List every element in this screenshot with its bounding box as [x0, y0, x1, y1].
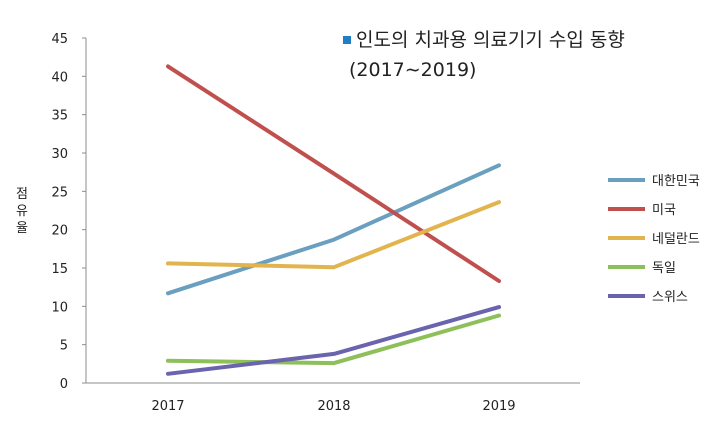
legend-label: 독일 [652, 261, 676, 276]
y-tick-label: 40 [51, 70, 68, 85]
series-lines [166, 64, 501, 376]
x-tick-label: 2019 [482, 399, 515, 414]
series-line [166, 313, 501, 366]
y-tick-label: 20 [51, 224, 68, 239]
y-axis-label: 점유율 [16, 187, 28, 236]
y-tick-label: 0 [60, 377, 68, 392]
y-axis-label-char: 율 [16, 221, 28, 236]
y-tick-label: 30 [51, 147, 68, 162]
title-line2: (2017∼2019) [349, 59, 476, 81]
y-axis-label-char: 유 [16, 204, 28, 219]
series-line [166, 163, 501, 296]
y-tick-label: 35 [51, 109, 68, 124]
title-line1: 인도의 치과용 의료기기 수입 동향 [356, 29, 625, 51]
y-tick-label: 15 [51, 262, 68, 277]
legend-label: 미국 [652, 203, 676, 218]
axes: 0 5 10 15 20 25 30 35 40 45 2017 2018 2019 [51, 32, 580, 414]
y-axis-label-char: 점 [16, 187, 28, 202]
series-line [166, 200, 501, 270]
y-tick-label: 25 [51, 185, 68, 200]
legend-label: 대한민국 [652, 174, 700, 189]
series-line [166, 64, 501, 283]
y-tick-label: 5 [60, 339, 68, 354]
title-marker [343, 36, 351, 44]
legend-label: 네덜란드 [652, 232, 700, 247]
series-line [166, 305, 501, 376]
y-tick-label: 45 [51, 32, 68, 47]
legend-label: 스위스 [652, 290, 688, 305]
x-tick-label: 2017 [151, 399, 184, 414]
y-tick-label: 10 [51, 300, 68, 315]
chart-title: 인도의 치과용 의료기기 수입 동향 (2017∼2019) [343, 29, 625, 81]
x-tick-label: 2018 [317, 399, 350, 414]
